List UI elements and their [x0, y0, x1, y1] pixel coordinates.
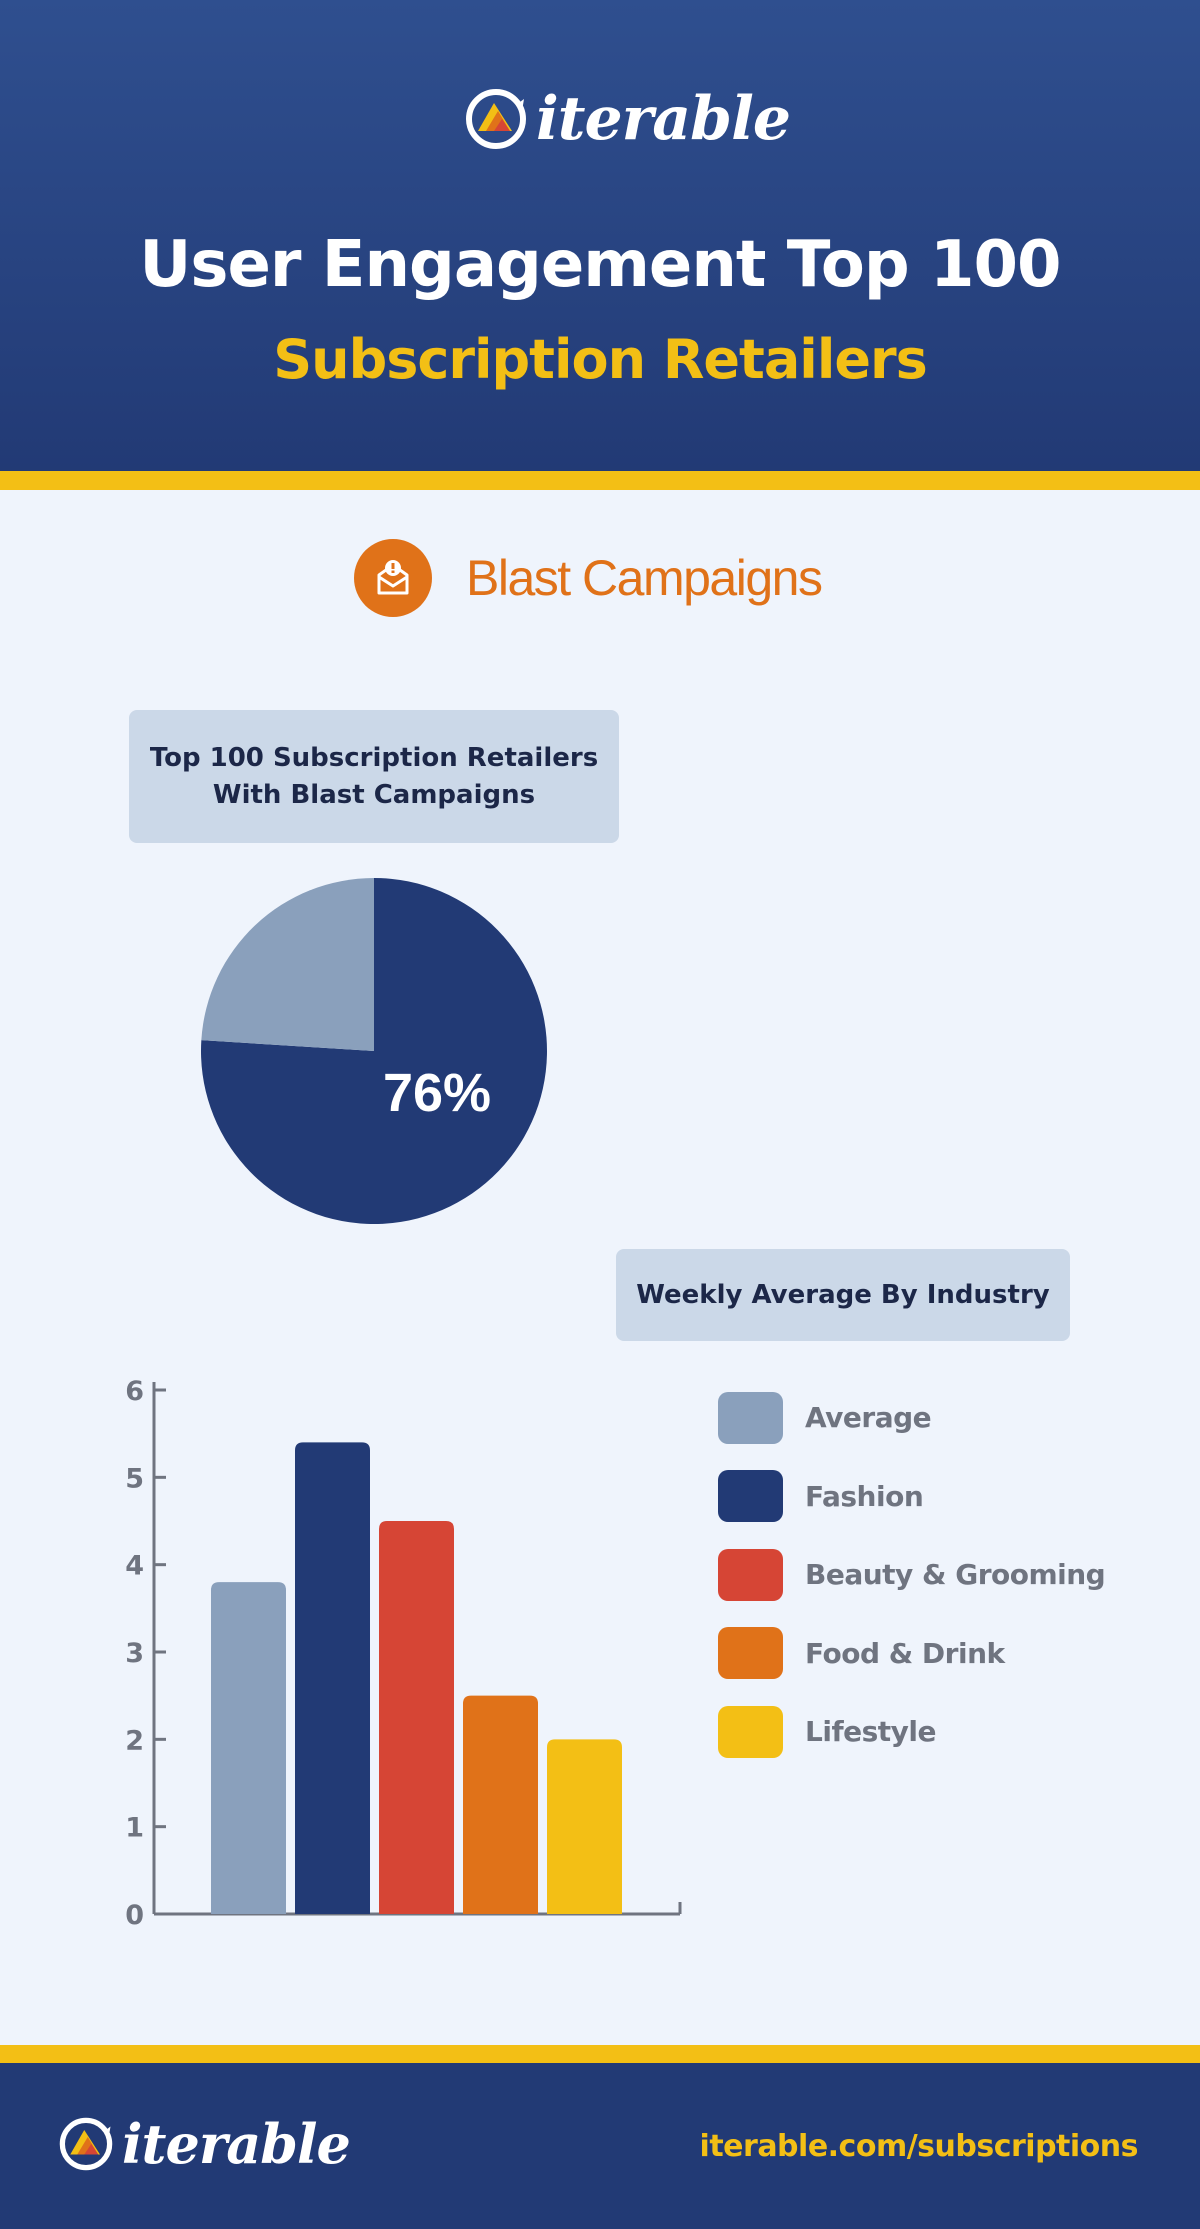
section-heading: Blast Campaigns	[354, 539, 823, 617]
bar-chart-title: Weekly Average By Industry	[616, 1249, 1070, 1341]
section-title: Blast Campaigns	[466, 550, 823, 606]
iterable-logo-icon	[59, 2117, 113, 2171]
page-title: User Engagement Top 100	[139, 228, 1061, 302]
legend-label: Food & Drink	[805, 1636, 1005, 1670]
legend-swatch	[718, 1548, 783, 1601]
pie-chart-title: Top 100 Subscription Retailers With Blas…	[129, 710, 619, 843]
legend-item: Average	[718, 1390, 1105, 1445]
bar-title: Weekly Average By Industry	[636, 1280, 1050, 1310]
header-stripe	[0, 471, 1200, 490]
y-tick-label: 4	[125, 1551, 144, 1582]
pie-chart: 76%	[201, 878, 547, 1224]
legend-item: Fashion	[718, 1469, 1105, 1524]
footer-url-link[interactable]: iterable.com/subscriptions	[699, 2129, 1139, 2164]
envelope-alert-icon	[354, 539, 432, 617]
header-logo: iterable	[464, 84, 791, 154]
legend-item: Lifestyle	[718, 1704, 1105, 1759]
bar-beauty-grooming	[379, 1521, 454, 1914]
y-tick-label: 0	[125, 1900, 144, 1930]
legend-item: Beauty & Grooming	[718, 1547, 1106, 1602]
y-tick-label: 6	[125, 1376, 144, 1407]
pie-title-line-1: Top 100 Subscription Retailers	[149, 742, 599, 773]
footer-stripe	[0, 2045, 1200, 2063]
legend-swatch	[718, 1470, 783, 1522]
logo-text: iterable	[536, 84, 791, 154]
bar-average	[211, 1582, 286, 1914]
pie-title-line-2: With Blast Campaigns	[212, 779, 536, 810]
legend-label: Lifestyle	[805, 1715, 937, 1748]
bar-fashion	[295, 1442, 370, 1914]
y-tick-label: 1	[125, 1813, 144, 1844]
y-tick-label: 2	[125, 1725, 144, 1756]
legend-label: Average	[805, 1401, 932, 1434]
bar-chart: 0 1 2 3 4 5 6	[125, 1376, 682, 1930]
logo-text: iterable	[122, 2112, 351, 2176]
legend-label: Fashion	[805, 1479, 924, 1513]
footer-logo: iterable	[58, 2112, 351, 2176]
legend-swatch	[718, 1391, 783, 1444]
footer-banner	[0, 2063, 1200, 2229]
header-banner	[0, 0, 1200, 471]
legend-swatch	[718, 1705, 783, 1758]
legend-item: Food & Drink	[718, 1626, 1105, 1681]
y-tick-label: 5	[125, 1463, 144, 1494]
page-subtitle: Subscription Retailers	[273, 328, 927, 391]
legend-swatch	[718, 1627, 783, 1679]
bar-chart-legend: Average Fashion Beauty & Grooming Food & Dr…	[718, 1390, 1106, 1783]
bar-food-drink	[463, 1695, 538, 1914]
pie-value-label: 76%	[383, 1063, 491, 1123]
y-tick-label: 3	[125, 1638, 144, 1669]
pie-slice-1	[201, 878, 374, 1051]
legend-label: Beauty & Grooming	[805, 1558, 1106, 1591]
iterable-logo-icon	[466, 89, 526, 149]
bar-lifestyle	[547, 1739, 622, 1914]
